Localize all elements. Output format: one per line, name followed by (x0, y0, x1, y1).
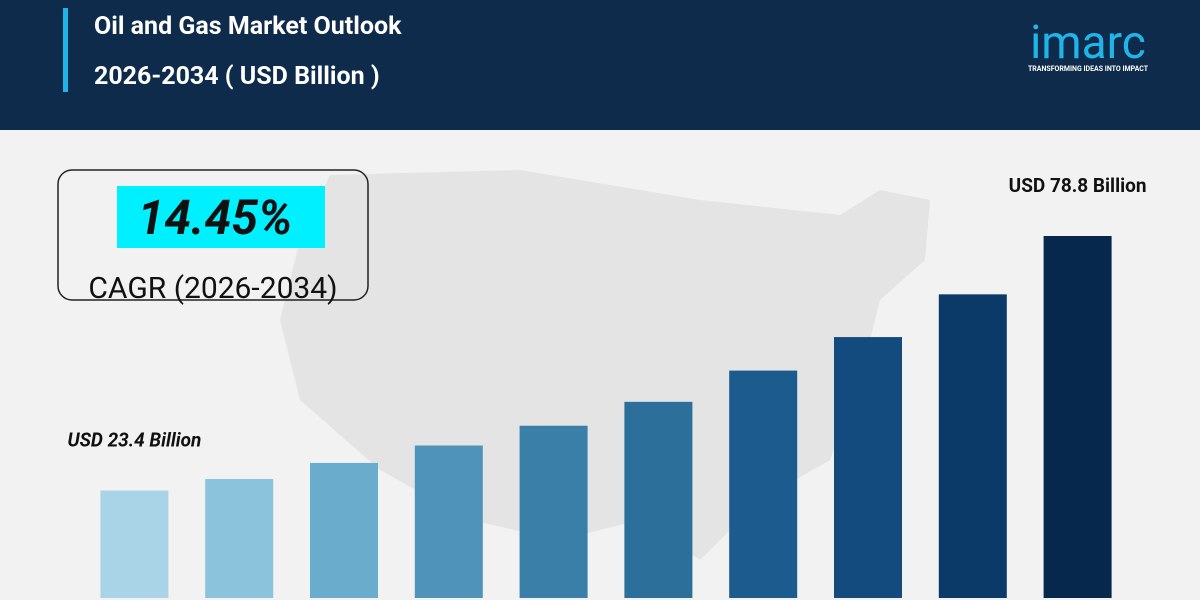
bar (624, 401, 693, 598)
header-subtitle: 2026-2034 ( USD Billion ) (94, 62, 380, 91)
cagr-value: 14.45% (138, 189, 293, 246)
header-accent (63, 8, 68, 92)
bar (938, 294, 1007, 598)
cagr-highlight (117, 186, 325, 248)
header (0, 0, 1200, 130)
logo: imarc (1030, 16, 1146, 70)
bar (100, 490, 169, 598)
bar (414, 445, 483, 598)
bar (205, 479, 274, 598)
cagr-box (57, 169, 369, 301)
cagr-label: CAGR (2026-2034) (88, 271, 337, 306)
bar (519, 425, 588, 598)
bar (729, 370, 798, 598)
bar (310, 462, 378, 598)
logo-tagline: TRANSFORMING IDEAS INTO IMPACT (1028, 65, 1149, 73)
value-label: USD 78.8 Billion (1009, 174, 1147, 197)
bar (1043, 236, 1112, 598)
value-label: USD 23.4 Billion (67, 429, 201, 452)
header-title: Oil and Gas Market Outlook (94, 12, 402, 41)
bar (834, 337, 902, 598)
